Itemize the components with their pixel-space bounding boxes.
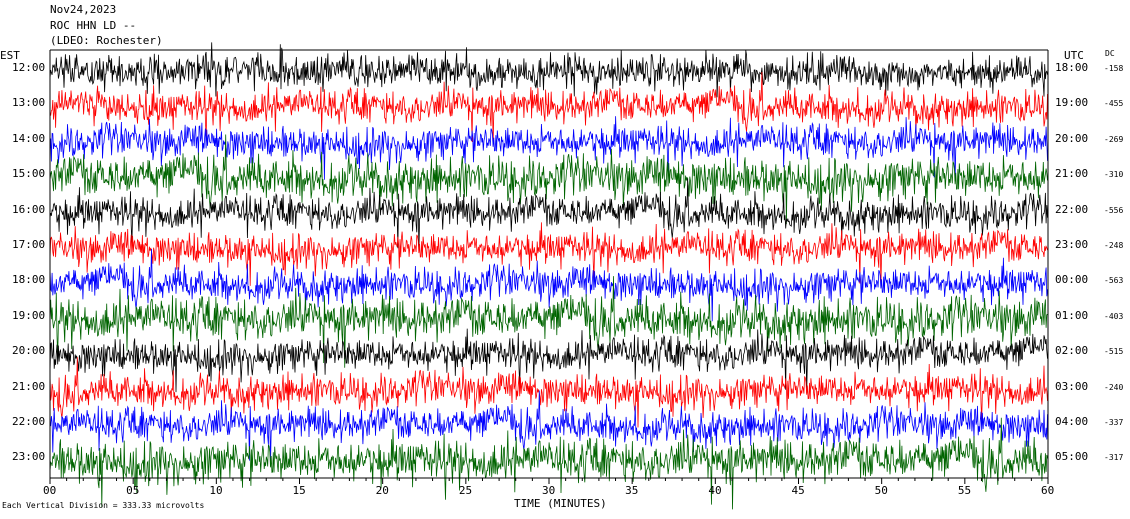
x-tick-label: 50 [874, 484, 888, 497]
dc-offset-value: -403 [1104, 311, 1124, 321]
est-hour-label: 19:00 [12, 308, 46, 322]
x-tick-label: 60 [1041, 484, 1055, 497]
est-hour-label: 14:00 [12, 131, 46, 145]
date-label: Nov24,2023 [50, 3, 117, 16]
dc-offset-value: -310 [1104, 170, 1124, 180]
dc-offset-value: -269 [1104, 134, 1124, 144]
est-hour-label: 12:00 [12, 61, 46, 74]
x-tick-label: 10 [209, 484, 223, 497]
dc-offset-value: -563 [1104, 276, 1124, 286]
seismic-trace [49, 390, 1048, 465]
utc-hour-label: 01:00 [1055, 308, 1089, 322]
est-hour-label: 15:00 [12, 167, 46, 181]
x-tick-label: 25 [458, 484, 473, 497]
vertical-division-note: Each Vertical Division = 333.33 microvol… [2, 501, 205, 510]
utc-hour-label: 20:00 [1055, 131, 1089, 145]
seismic-trace [49, 71, 1048, 146]
station-label: ROC HHN LD -- [50, 19, 137, 32]
seismic-trace [49, 134, 1048, 225]
seismic-trace [49, 248, 1048, 322]
est-hour-label: 13:00 [12, 96, 46, 110]
utc-hour-label: 05:00 [1055, 450, 1089, 464]
seismic-trace [49, 417, 1048, 510]
x-tick-label: 35 [625, 484, 639, 497]
utc-hour-label: 19:00 [1055, 96, 1089, 110]
dc-offset-value: -248 [1104, 241, 1124, 250]
x-tick-label: 30 [542, 484, 556, 497]
dc-offset-value: -240 [1104, 382, 1124, 392]
x-tick-label: 15 [292, 484, 306, 497]
est-hour-label: 21:00 [12, 379, 46, 393]
x-tick-label: 55 [957, 484, 972, 497]
x-tick-label: 00 [43, 484, 57, 497]
x-tick-label: 05 [126, 484, 140, 497]
utc-axis-title: UTC [1064, 49, 1084, 62]
utc-hour-label: 04:00 [1055, 415, 1089, 428]
dc-offset-value: -158 [1104, 64, 1124, 73]
utc-hour-label: 03:00 [1055, 379, 1089, 393]
utc-hour-label: 02:00 [1055, 344, 1089, 358]
dc-axis-title: DC [1105, 49, 1115, 58]
est-hour-label: 20:00 [12, 344, 46, 358]
x-tick-label: 40 [708, 484, 722, 497]
x-tick-label: 20 [375, 484, 389, 497]
seismic-trace [49, 42, 1048, 98]
seismic-trace [49, 178, 1048, 252]
seismic-trace [49, 222, 1048, 288]
seismic-trace [49, 357, 1048, 428]
dc-offset-value: -455 [1104, 99, 1124, 109]
utc-hour-label: 18:00 [1055, 61, 1089, 74]
est-hour-label: 18:00 [12, 273, 46, 287]
seismic-trace [49, 276, 1048, 368]
x-tick-label: 45 [791, 484, 805, 497]
est-hour-label: 22:00 [12, 415, 46, 428]
est-hour-label: 16:00 [12, 202, 46, 216]
dc-offset-value: -556 [1104, 205, 1124, 215]
dc-offset-value: -337 [1104, 418, 1124, 427]
x-axis-label: TIME (MINUTES) [514, 497, 607, 510]
utc-hour-label: 00:00 [1055, 273, 1089, 287]
seismic-trace [49, 328, 1048, 394]
utc-hour-label: 22:00 [1055, 202, 1089, 216]
est-hour-label: 23:00 [12, 450, 46, 464]
network-label: (LDEO: Rochester) [50, 34, 163, 47]
dc-offset-value: -515 [1104, 347, 1124, 357]
dc-offset-value: -317 [1104, 453, 1124, 463]
seismic-trace [49, 116, 1048, 182]
est-axis-title: EST [0, 49, 20, 62]
utc-hour-label: 21:00 [1055, 167, 1089, 181]
utc-hour-label: 23:00 [1055, 238, 1089, 251]
est-hour-label: 17:00 [12, 238, 46, 251]
